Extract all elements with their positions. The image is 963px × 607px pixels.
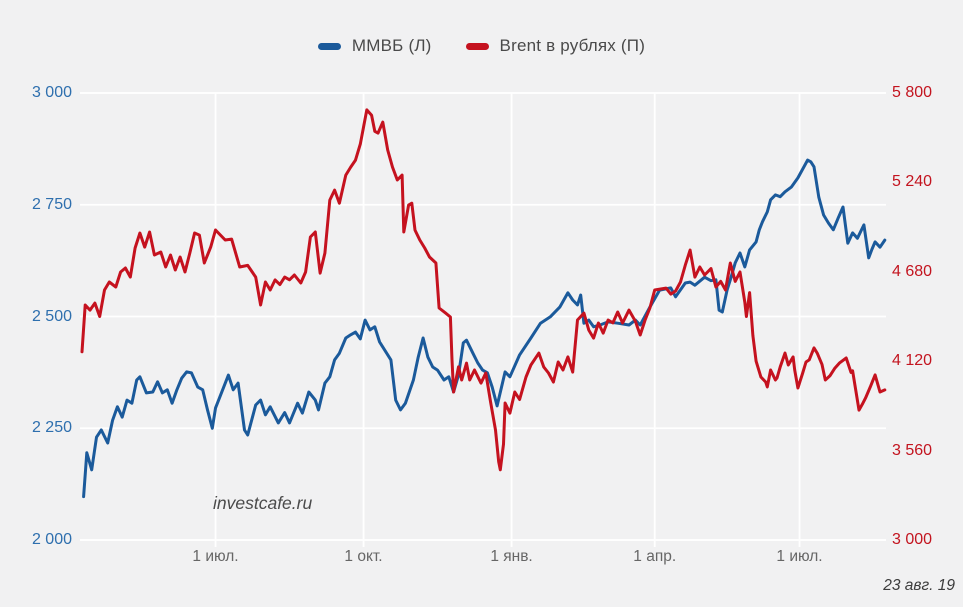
series-line-brent — [80, 108, 887, 472]
legend-item-brent: Brent в рублях (П) — [465, 36, 646, 56]
right-axis-tick-4120: 4 120 — [892, 352, 933, 370]
mmvb-series-swatch-icon — [317, 42, 341, 50]
x-axis-tick-2: 1 янв. — [490, 548, 533, 565]
left-axis-tick-2500: 2 500 — [31, 307, 72, 325]
gridlines — [80, 92, 886, 547]
x-axis-tick-4: 1 июл. — [776, 548, 823, 565]
right-axis-tick-3560: 3 560 — [892, 441, 933, 459]
brent-series-swatch-icon — [465, 42, 489, 50]
watermark: investcafe.ru — [213, 493, 313, 513]
x-axis-tick-0: 1 июл. — [192, 548, 239, 565]
series-lines — [80, 108, 887, 499]
left-axis-tick-3000: 3 000 — [31, 84, 72, 101]
date-stamp: 23 авг. 19 — [883, 577, 955, 594]
legend-label-brent: Brent в рублях (П) — [499, 36, 646, 55]
x-axis-tick-3: 1 апр. — [633, 548, 677, 565]
legend: ММВБ (Л) Brent в рублях (П) — [0, 36, 963, 56]
series-line-mmvb — [82, 158, 887, 499]
right-axis-tick-4680: 4 680 — [892, 262, 933, 280]
left-axis-tick-2750: 2 750 — [31, 195, 72, 213]
right-axis-tick-5240: 5 240 — [892, 173, 933, 191]
x-axis-tick-1: 1 окт. — [344, 548, 383, 565]
right-axis-tick-3000: 3 000 — [892, 531, 933, 548]
legend-item-mmvb: ММВБ (Л) — [317, 36, 432, 56]
left-axis-tick-2000: 2 000 — [31, 531, 72, 548]
legend-label-mmvb: ММВБ (Л) — [351, 36, 432, 55]
right-axis-tick-5800: 5 800 — [892, 84, 933, 101]
left-axis-tick-2250: 2 250 — [31, 419, 72, 437]
